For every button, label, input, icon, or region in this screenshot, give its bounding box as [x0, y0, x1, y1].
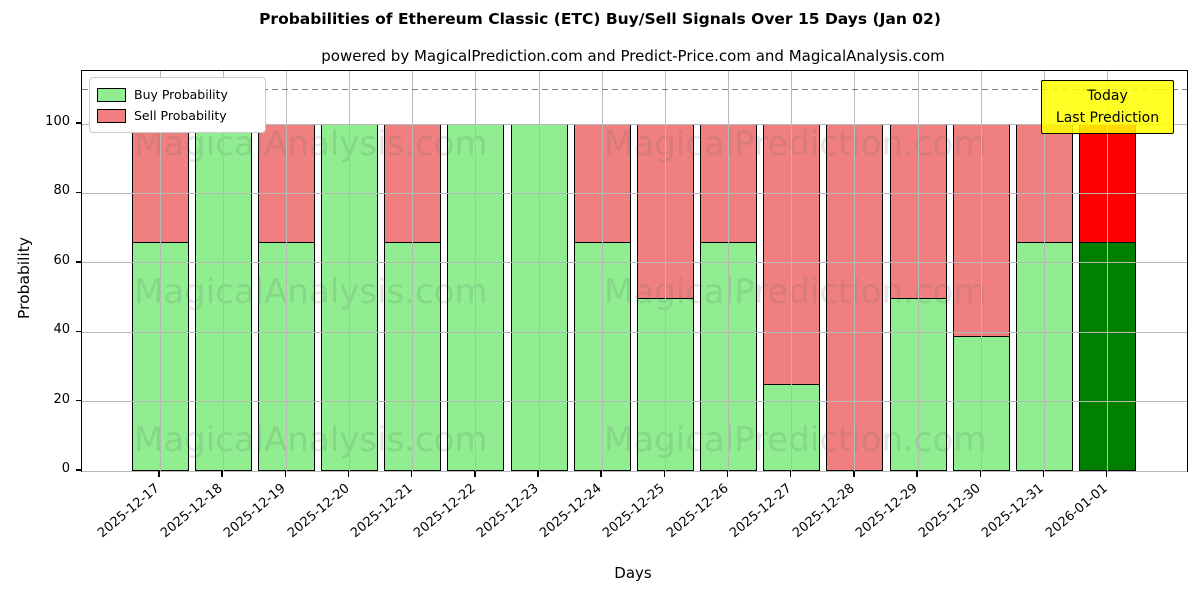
x-tick-mark	[537, 471, 539, 477]
x-tick-mark	[979, 471, 981, 477]
gridline-horizontal	[82, 192, 1187, 194]
buy-probability-swatch	[97, 87, 126, 102]
gridline-vertical	[728, 71, 730, 471]
y-tick-label: 40	[53, 322, 70, 338]
gridline-vertical	[854, 71, 856, 471]
plot-area: MagicalAnalysis.comMagicalPrediction.com…	[81, 70, 1188, 472]
x-tick-mark	[347, 471, 350, 477]
chart-subtitle: powered by MagicalPrediction.com and Pre…	[321, 47, 945, 65]
gridline-vertical	[285, 71, 287, 471]
gridline-horizontal	[82, 123, 1187, 125]
gridline-vertical	[349, 71, 350, 471]
gridline-vertical	[475, 71, 477, 471]
gridline-horizontal	[82, 401, 1187, 403]
legend-item-sell: Sell Probability	[97, 105, 257, 126]
x-tick-mark	[916, 471, 918, 477]
x-tick-mark	[474, 471, 476, 477]
y-tick-label: 80	[53, 183, 70, 199]
y-tick-label: 20	[53, 391, 70, 407]
legend: Buy Probability Sell Probability	[89, 77, 266, 133]
y-tick-mark	[76, 191, 81, 194]
x-tick-mark	[410, 471, 413, 477]
x-tick-mark	[1042, 471, 1045, 477]
gridline-vertical	[980, 71, 982, 471]
gridline-horizontal	[82, 262, 1187, 264]
x-tick-mark	[853, 471, 855, 477]
y-tick-mark	[76, 261, 81, 263]
x-tick-mark	[221, 471, 223, 477]
gridline-vertical	[1107, 71, 1109, 471]
x-tick-mark	[663, 471, 666, 477]
x-tick-mark	[790, 471, 792, 477]
x-tick-label: 2025-12-17	[95, 481, 163, 542]
gridline-vertical	[601, 71, 603, 471]
gridline-horizontal	[82, 331, 1187, 333]
y-tick-label: 60	[53, 252, 70, 268]
y-tick-mark	[76, 122, 81, 124]
gridline-vertical	[664, 71, 666, 471]
reference-dashed-line	[82, 88, 1187, 91]
x-tick-mark	[600, 471, 602, 477]
y-axis-label: Probability	[15, 237, 33, 319]
y-tick-label: 0	[61, 461, 70, 476]
gridline-vertical	[412, 71, 414, 471]
chart-title: Probabilities of Ethereum Classic (ETC) …	[259, 10, 941, 28]
sell-probability-swatch	[97, 108, 126, 123]
x-axis-label: Days	[614, 564, 652, 582]
legend-label-buy: Buy Probability	[134, 87, 228, 102]
gridline-vertical	[538, 71, 540, 471]
legend-label-sell: Sell Probability	[134, 108, 227, 123]
today-annotation: Today Last Prediction	[1041, 80, 1174, 134]
gridline-horizontal	[82, 470, 1187, 472]
gridline-vertical	[1043, 71, 1045, 471]
y-tick-mark	[76, 399, 81, 402]
y-tick-mark	[76, 469, 81, 471]
x-tick-mark	[158, 471, 160, 477]
y-tick-label: 100	[45, 114, 70, 130]
x-tick-mark	[726, 471, 729, 477]
today-annotation-line2: Last Prediction	[1055, 110, 1160, 126]
gridline-vertical	[222, 71, 224, 471]
legend-item-buy: Buy Probability	[97, 84, 257, 105]
x-tick-mark	[284, 471, 287, 477]
gridline-vertical	[159, 71, 161, 471]
gridline-vertical	[917, 71, 919, 471]
y-tick-mark	[76, 330, 81, 332]
x-tick-mark	[1105, 471, 1108, 477]
today-annotation-line1: Today	[1087, 88, 1128, 104]
gridline-vertical	[791, 71, 793, 471]
